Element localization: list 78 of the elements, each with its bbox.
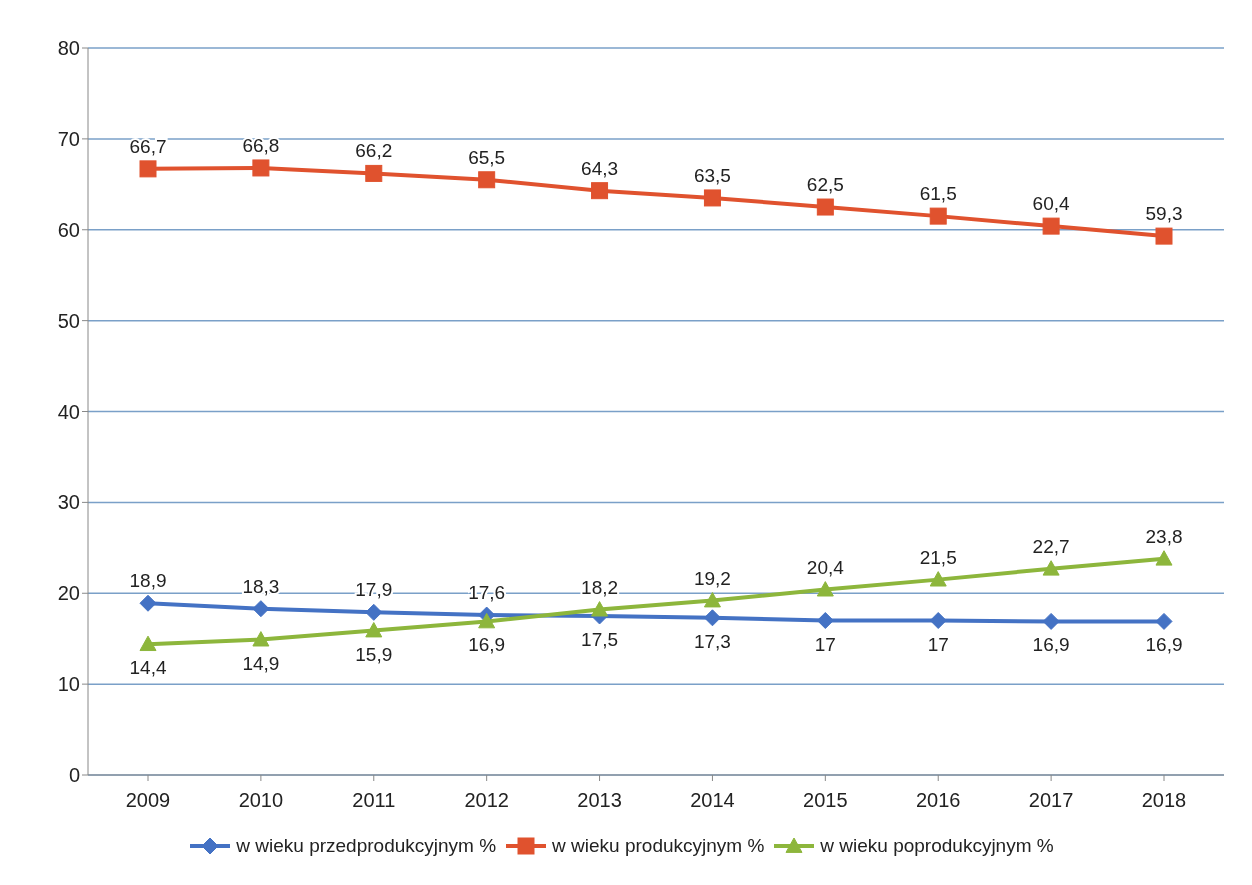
data-label: 14,4 — [129, 657, 167, 679]
point — [929, 571, 947, 587]
data-label: 15,9 — [355, 643, 393, 665]
data-label: 63,5 — [693, 164, 731, 186]
y-tick-label: 20 — [57, 582, 80, 605]
point — [929, 612, 947, 630]
x-tick-label: 2016 — [915, 789, 961, 812]
point — [139, 594, 157, 612]
y-tick-label: 70 — [57, 127, 80, 150]
x-tick-label: 2011 — [352, 789, 396, 812]
data-label: 62,5 — [806, 174, 844, 196]
data-label: 23,8 — [1145, 525, 1183, 547]
point — [1042, 217, 1060, 235]
data-label: 18,9 — [129, 570, 167, 592]
y-tick-label: 50 — [57, 309, 80, 332]
point — [252, 600, 270, 618]
point — [929, 207, 947, 225]
point — [703, 592, 721, 608]
y-tick-label: 10 — [57, 673, 80, 696]
data-label: 19,2 — [693, 567, 731, 589]
legend-label: w wieku poprodukcyjnym % — [820, 835, 1054, 857]
point — [1042, 612, 1060, 630]
x-tick-label: 2018 — [1141, 789, 1187, 812]
x-tick-label: 2012 — [464, 789, 509, 812]
point — [139, 635, 157, 652]
y-tick-label: 60 — [57, 218, 80, 241]
data-label: 64,3 — [581, 157, 619, 179]
point — [1155, 550, 1173, 566]
point — [591, 601, 609, 617]
point — [1155, 612, 1173, 630]
x-tick-label: 2017 — [1028, 789, 1074, 812]
x-tick-label: 2009 — [125, 789, 171, 812]
data-label: 17,3 — [693, 630, 731, 652]
data-label: 61,5 — [919, 183, 957, 205]
point — [703, 189, 721, 207]
point — [365, 603, 383, 621]
data-label: 66,7 — [129, 135, 167, 157]
data-label: 59,3 — [1145, 203, 1183, 225]
point — [365, 622, 383, 638]
data-label: 17 — [814, 633, 836, 655]
y-tick-label: 40 — [57, 400, 80, 423]
data-label: 16,9 — [1032, 634, 1070, 656]
y-tick-label: 80 — [57, 37, 80, 60]
legend-label: w wieku przedprodukcyjnym % — [236, 835, 497, 857]
data-label: 21,5 — [919, 546, 957, 568]
point — [1155, 227, 1173, 245]
data-label: 66,8 — [242, 134, 280, 156]
point — [1042, 560, 1060, 576]
point — [365, 164, 383, 182]
data-label: 18,2 — [581, 576, 619, 598]
data-label: 17,5 — [581, 628, 619, 650]
x-tick-label: 2014 — [690, 789, 735, 812]
point — [703, 609, 721, 627]
point — [252, 159, 270, 177]
point — [139, 160, 157, 178]
point — [252, 631, 270, 647]
data-label: 16,9 — [1145, 634, 1183, 656]
data-label: 60,4 — [1032, 193, 1071, 215]
x-tick-label: 2015 — [803, 789, 848, 812]
x-tick-label: 2013 — [577, 789, 622, 812]
data-label: 66,2 — [355, 140, 393, 162]
x-tick-label: 2010 — [238, 789, 284, 812]
data-label: 16,9 — [468, 634, 506, 656]
data-label: 18,3 — [242, 575, 280, 597]
data-label: 22,7 — [1032, 535, 1070, 557]
data-label: 17 — [927, 633, 949, 655]
point — [591, 182, 609, 200]
legend-label: w wieku produkcyjnym % — [552, 835, 765, 857]
data-label: 14,9 — [242, 652, 280, 674]
data-label: 20,4 — [806, 556, 845, 578]
point — [478, 171, 496, 189]
y-tick-label: 0 — [68, 764, 80, 787]
point — [478, 612, 496, 629]
y-tick-label: 30 — [57, 491, 80, 514]
point — [816, 198, 834, 216]
data-label: 65,5 — [468, 146, 506, 168]
point — [816, 612, 834, 630]
point — [816, 581, 834, 597]
